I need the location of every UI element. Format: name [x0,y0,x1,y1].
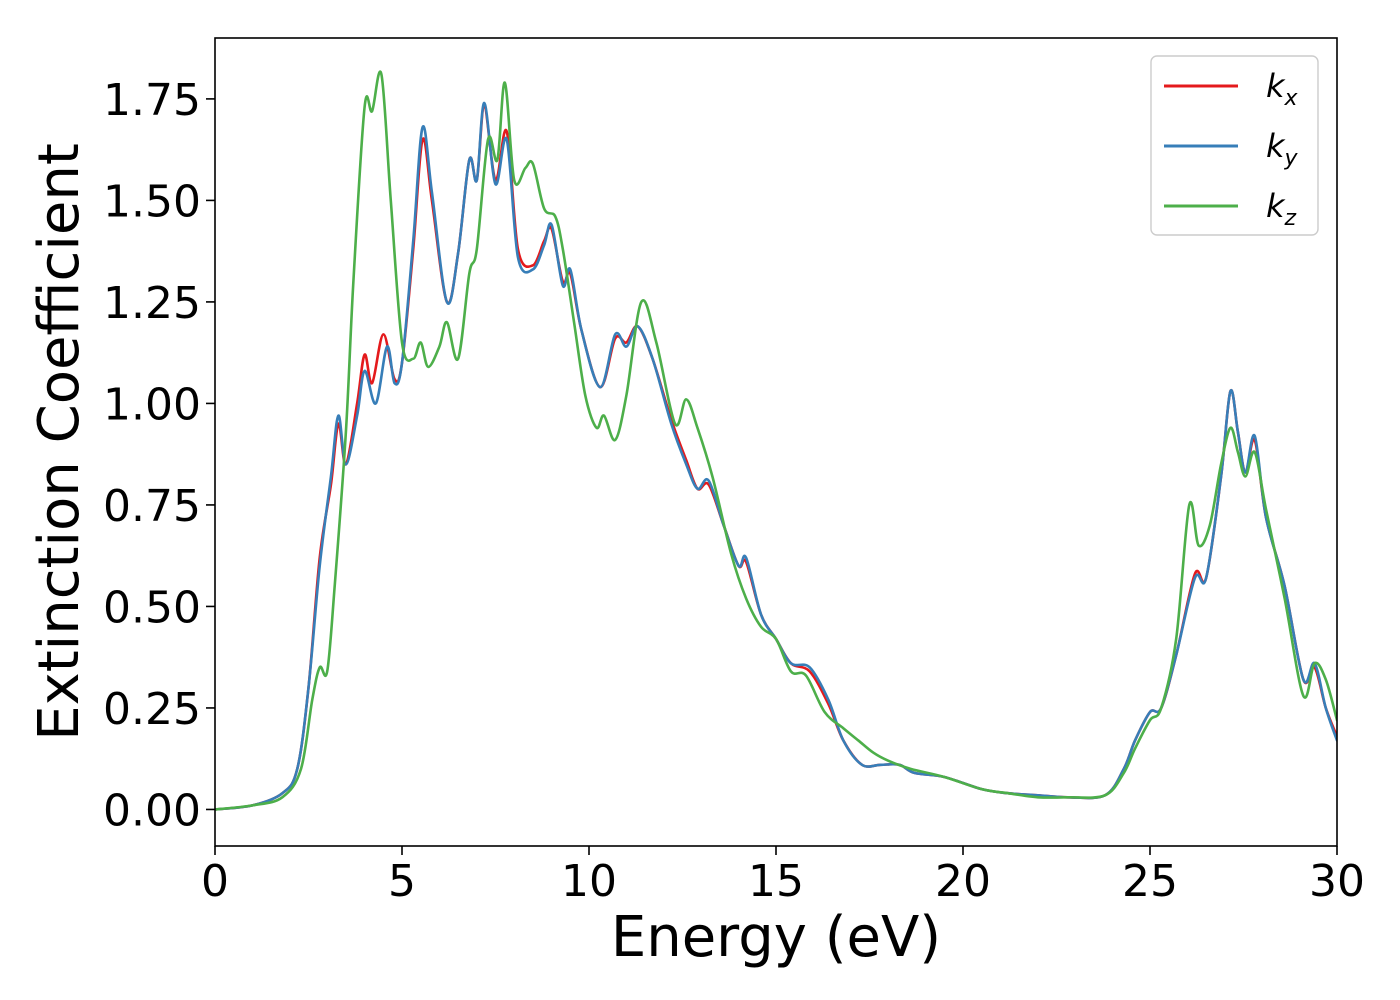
x-tick-label: 0 [201,856,229,907]
x-tick-label: 30 [1309,856,1365,907]
x-tick-label: 25 [1122,856,1178,907]
x-tick-label: 20 [935,856,991,907]
series-line-kz [215,70,1337,811]
y-tick-label: 0.75 [103,481,201,532]
y-tick-label: 0.00 [103,785,201,836]
x-axis-ticks: 0 5 10 15 20 25 30 [201,846,1365,907]
y-tick-label: 1.25 [103,278,201,329]
y-axis-title: Extinction Coefficient [27,143,92,741]
x-tick-label: 15 [748,856,804,907]
legend-label-ky: ky [1266,127,1299,171]
legend-label-kz: kz [1266,187,1297,231]
y-tick-label: 0.25 [103,684,201,735]
series-line-ky [215,101,1337,811]
x-tick-label: 5 [388,856,416,907]
y-tick-label: 1.75 [103,75,201,126]
x-axis-title: Energy (eV) [611,905,941,970]
x-tick-label: 10 [561,856,617,907]
y-tick-label: 0.50 [103,582,201,633]
y-tick-label: 1.50 [103,176,201,227]
legend-label-kx: kx [1266,67,1299,111]
y-tick-label: 1.00 [103,379,201,430]
legend: kx ky kz [1150,55,1319,236]
y-axis-ticks: 0.00 0.25 0.50 0.75 1.00 1.25 1.50 1.75 [103,75,215,836]
series-layer [215,70,1337,811]
